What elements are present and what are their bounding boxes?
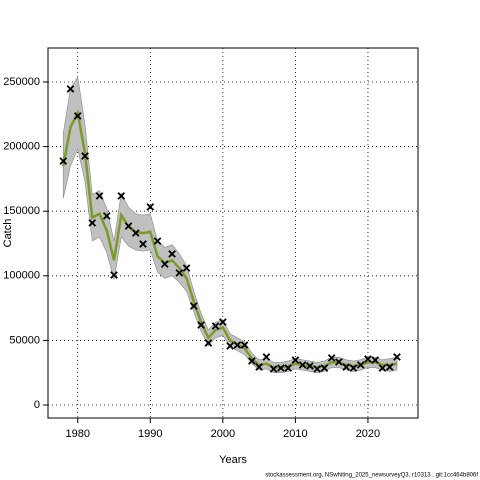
observed-point xyxy=(204,339,213,347)
observed-point xyxy=(277,364,285,372)
observed-point xyxy=(385,363,394,371)
observed-point xyxy=(327,354,336,362)
observed-point xyxy=(175,269,184,277)
observed-point xyxy=(349,364,358,372)
observed-point xyxy=(233,341,242,349)
y-tick-label: 150000 xyxy=(3,205,40,217)
observed-point xyxy=(240,341,249,349)
y-tick-label: 50000 xyxy=(9,334,40,346)
footnote: stockassessment.org, NSwhiting_2025_news… xyxy=(265,473,478,479)
observed-point xyxy=(284,364,292,372)
observed-point xyxy=(95,192,104,200)
observed-point xyxy=(262,353,271,361)
observed-point xyxy=(197,321,205,329)
observed-point xyxy=(189,302,198,310)
observed-point xyxy=(124,222,133,230)
observed-point xyxy=(110,271,118,279)
observed-point xyxy=(364,355,372,363)
observed-point xyxy=(66,85,75,93)
observed-point xyxy=(378,364,387,372)
observed-point xyxy=(393,353,401,361)
observed-point xyxy=(73,112,82,120)
observed-point xyxy=(269,365,278,373)
observed-point xyxy=(102,212,111,220)
observed-point xyxy=(313,365,321,373)
observed-point xyxy=(131,229,140,237)
observed-point xyxy=(146,203,155,211)
observed-point xyxy=(117,192,126,200)
observed-point xyxy=(153,237,162,245)
observed-point xyxy=(226,342,234,350)
observed-point xyxy=(320,364,329,372)
observed-point xyxy=(291,356,300,364)
observed-point xyxy=(298,361,307,369)
observed-point xyxy=(335,358,343,366)
observed-point xyxy=(81,152,89,160)
observed-point xyxy=(248,357,256,365)
observed-point xyxy=(211,322,220,330)
observed-point xyxy=(182,264,191,272)
plot-frame xyxy=(47,47,419,419)
observed-point xyxy=(306,362,314,370)
x-tick-label: 1980 xyxy=(66,428,90,440)
x-tick-label: 2000 xyxy=(211,428,235,440)
observed-point xyxy=(88,219,97,227)
observed-point xyxy=(356,361,365,369)
observed-point xyxy=(160,260,169,268)
y-tick-label: 0 xyxy=(34,399,40,411)
observed-point xyxy=(371,356,380,364)
observed-point xyxy=(219,318,227,326)
x-tick-label: 2010 xyxy=(283,428,307,440)
confidence-band xyxy=(62,75,398,374)
y-tick-label: 200000 xyxy=(3,140,40,152)
observed-point xyxy=(255,363,263,371)
y-tick-label: 100000 xyxy=(3,270,40,282)
observed-point xyxy=(342,363,351,371)
observed-point xyxy=(139,240,147,248)
observed-point xyxy=(168,250,176,258)
x-tick-label: 1990 xyxy=(138,428,162,440)
y-tick-label: 250000 xyxy=(3,76,40,88)
observed-point xyxy=(59,157,68,165)
x-axis-label: Years xyxy=(219,454,247,466)
x-tick-label: 2020 xyxy=(356,428,380,440)
y-axis-label: Catch xyxy=(2,219,14,248)
